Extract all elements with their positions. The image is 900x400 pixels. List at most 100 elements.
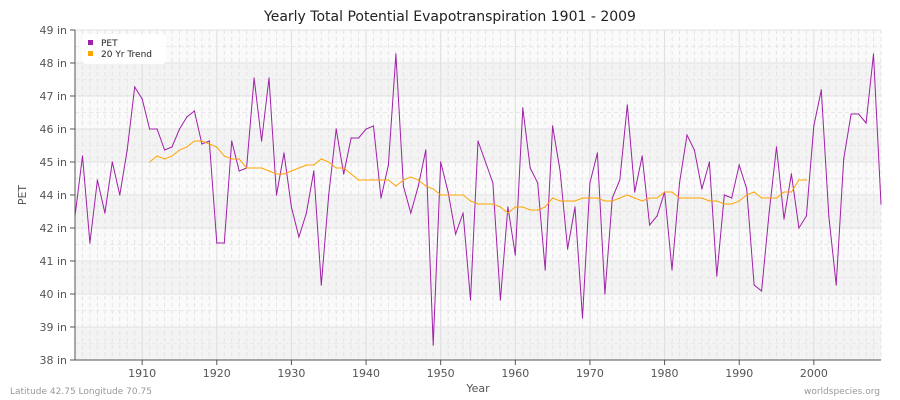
- data-point-pet: [813, 125, 815, 127]
- legend-label-trend: 20 Yr Trend: [101, 50, 152, 60]
- data-point-trend: [343, 167, 345, 169]
- y-tick-label: 42 in: [39, 222, 67, 235]
- footer-source: worldspecies.org: [804, 387, 880, 397]
- data-point-trend: [663, 191, 666, 193]
- data-point-pet: [492, 182, 494, 184]
- data-point-pet: [163, 149, 166, 151]
- data-point-pet: [425, 149, 427, 151]
- data-point-trend: [649, 197, 651, 199]
- data-point-trend: [350, 173, 352, 175]
- data-point-pet: [507, 206, 509, 208]
- data-point-trend: [589, 197, 591, 199]
- data-point-trend: [313, 164, 315, 166]
- data-point-trend: [701, 197, 703, 199]
- data-point-trend: [604, 200, 606, 202]
- data-point-pet: [828, 215, 830, 217]
- data-point-trend: [783, 191, 785, 193]
- data-point-trend: [425, 185, 427, 187]
- data-point-pet: [611, 197, 613, 199]
- data-point-pet: [350, 137, 352, 139]
- data-point-trend: [410, 176, 412, 178]
- data-point-trend: [522, 206, 524, 208]
- x-tick-label: 1930: [277, 367, 305, 380]
- data-point-pet: [753, 284, 755, 286]
- data-point-pet: [305, 212, 307, 214]
- x-axis-label: Year: [465, 382, 490, 395]
- data-point-trend: [320, 158, 322, 160]
- data-point-pet: [805, 215, 807, 217]
- data-point-pet: [626, 104, 628, 106]
- data-point-pet: [790, 173, 793, 175]
- data-point-pet: [574, 206, 576, 208]
- data-point-trend: [290, 170, 293, 172]
- data-point-pet: [380, 197, 382, 199]
- data-point-pet: [678, 182, 681, 184]
- data-point-trend: [514, 206, 516, 208]
- data-point-pet: [529, 167, 531, 169]
- legend: PET 20 Yr Trend: [82, 34, 166, 64]
- data-point-pet: [858, 113, 860, 115]
- data-point-pet: [365, 128, 367, 130]
- y-tick-label: 44 in: [39, 189, 67, 202]
- x-tick-label: 1940: [352, 367, 380, 380]
- data-point-trend: [537, 209, 539, 211]
- data-point-trend: [462, 194, 464, 196]
- data-point-pet: [499, 299, 501, 301]
- data-point-pet: [171, 146, 173, 148]
- data-point-pet: [850, 113, 852, 115]
- data-point-trend: [283, 173, 285, 175]
- data-point-trend: [328, 161, 330, 163]
- data-point-trend: [507, 212, 509, 214]
- data-point-trend: [693, 197, 696, 199]
- data-point-trend: [440, 194, 442, 196]
- x-tick-label: 1920: [203, 367, 231, 380]
- data-point-pet: [462, 212, 464, 214]
- data-point-trend: [738, 200, 740, 202]
- data-point-trend: [149, 161, 151, 163]
- data-point-pet: [738, 164, 740, 166]
- data-point-pet: [477, 140, 479, 142]
- data-point-trend: [790, 191, 793, 193]
- data-point-pet: [193, 110, 196, 112]
- data-point-pet: [216, 242, 218, 244]
- data-point-pet: [686, 134, 688, 136]
- data-point-pet: [760, 290, 763, 292]
- data-point-trend: [275, 173, 278, 175]
- y-tick-label: 39 in: [39, 321, 67, 334]
- data-point-pet: [746, 188, 748, 190]
- y-tick-label: 41 in: [39, 255, 67, 268]
- data-point-trend: [581, 197, 584, 199]
- data-point-pet: [156, 128, 158, 130]
- data-point-pet: [484, 161, 487, 163]
- data-point-pet: [208, 140, 210, 142]
- footer-location: Latitude 42.75 Longitude 70.75: [10, 387, 152, 397]
- data-point-trend: [552, 197, 554, 199]
- data-point-trend: [402, 179, 404, 181]
- data-point-trend: [357, 179, 360, 181]
- data-point-trend: [753, 191, 755, 193]
- y-tick-label: 47 in: [39, 90, 67, 103]
- data-point-trend: [731, 203, 733, 205]
- data-point-pet: [604, 293, 606, 295]
- data-point-pet: [283, 152, 285, 154]
- data-point-pet: [768, 212, 770, 214]
- data-point-pet: [865, 122, 867, 124]
- data-point-pet: [559, 170, 561, 172]
- data-point-pet: [328, 194, 330, 196]
- data-point-pet: [708, 161, 710, 163]
- data-point-pet: [298, 236, 300, 238]
- data-point-trend: [156, 155, 158, 157]
- data-point-pet: [820, 89, 822, 91]
- data-point-pet: [231, 140, 233, 142]
- y-tick-label: 48 in: [39, 57, 67, 70]
- data-point-pet: [634, 191, 636, 193]
- data-point-pet: [731, 197, 733, 199]
- grid-lines: [74, 29, 882, 361]
- data-point-pet: [126, 149, 128, 151]
- data-point-pet: [81, 155, 84, 157]
- data-point-trend: [634, 197, 636, 199]
- data-point-trend: [298, 167, 300, 169]
- data-point-pet: [268, 77, 270, 79]
- data-point-trend: [193, 140, 196, 142]
- data-point-trend: [708, 200, 710, 202]
